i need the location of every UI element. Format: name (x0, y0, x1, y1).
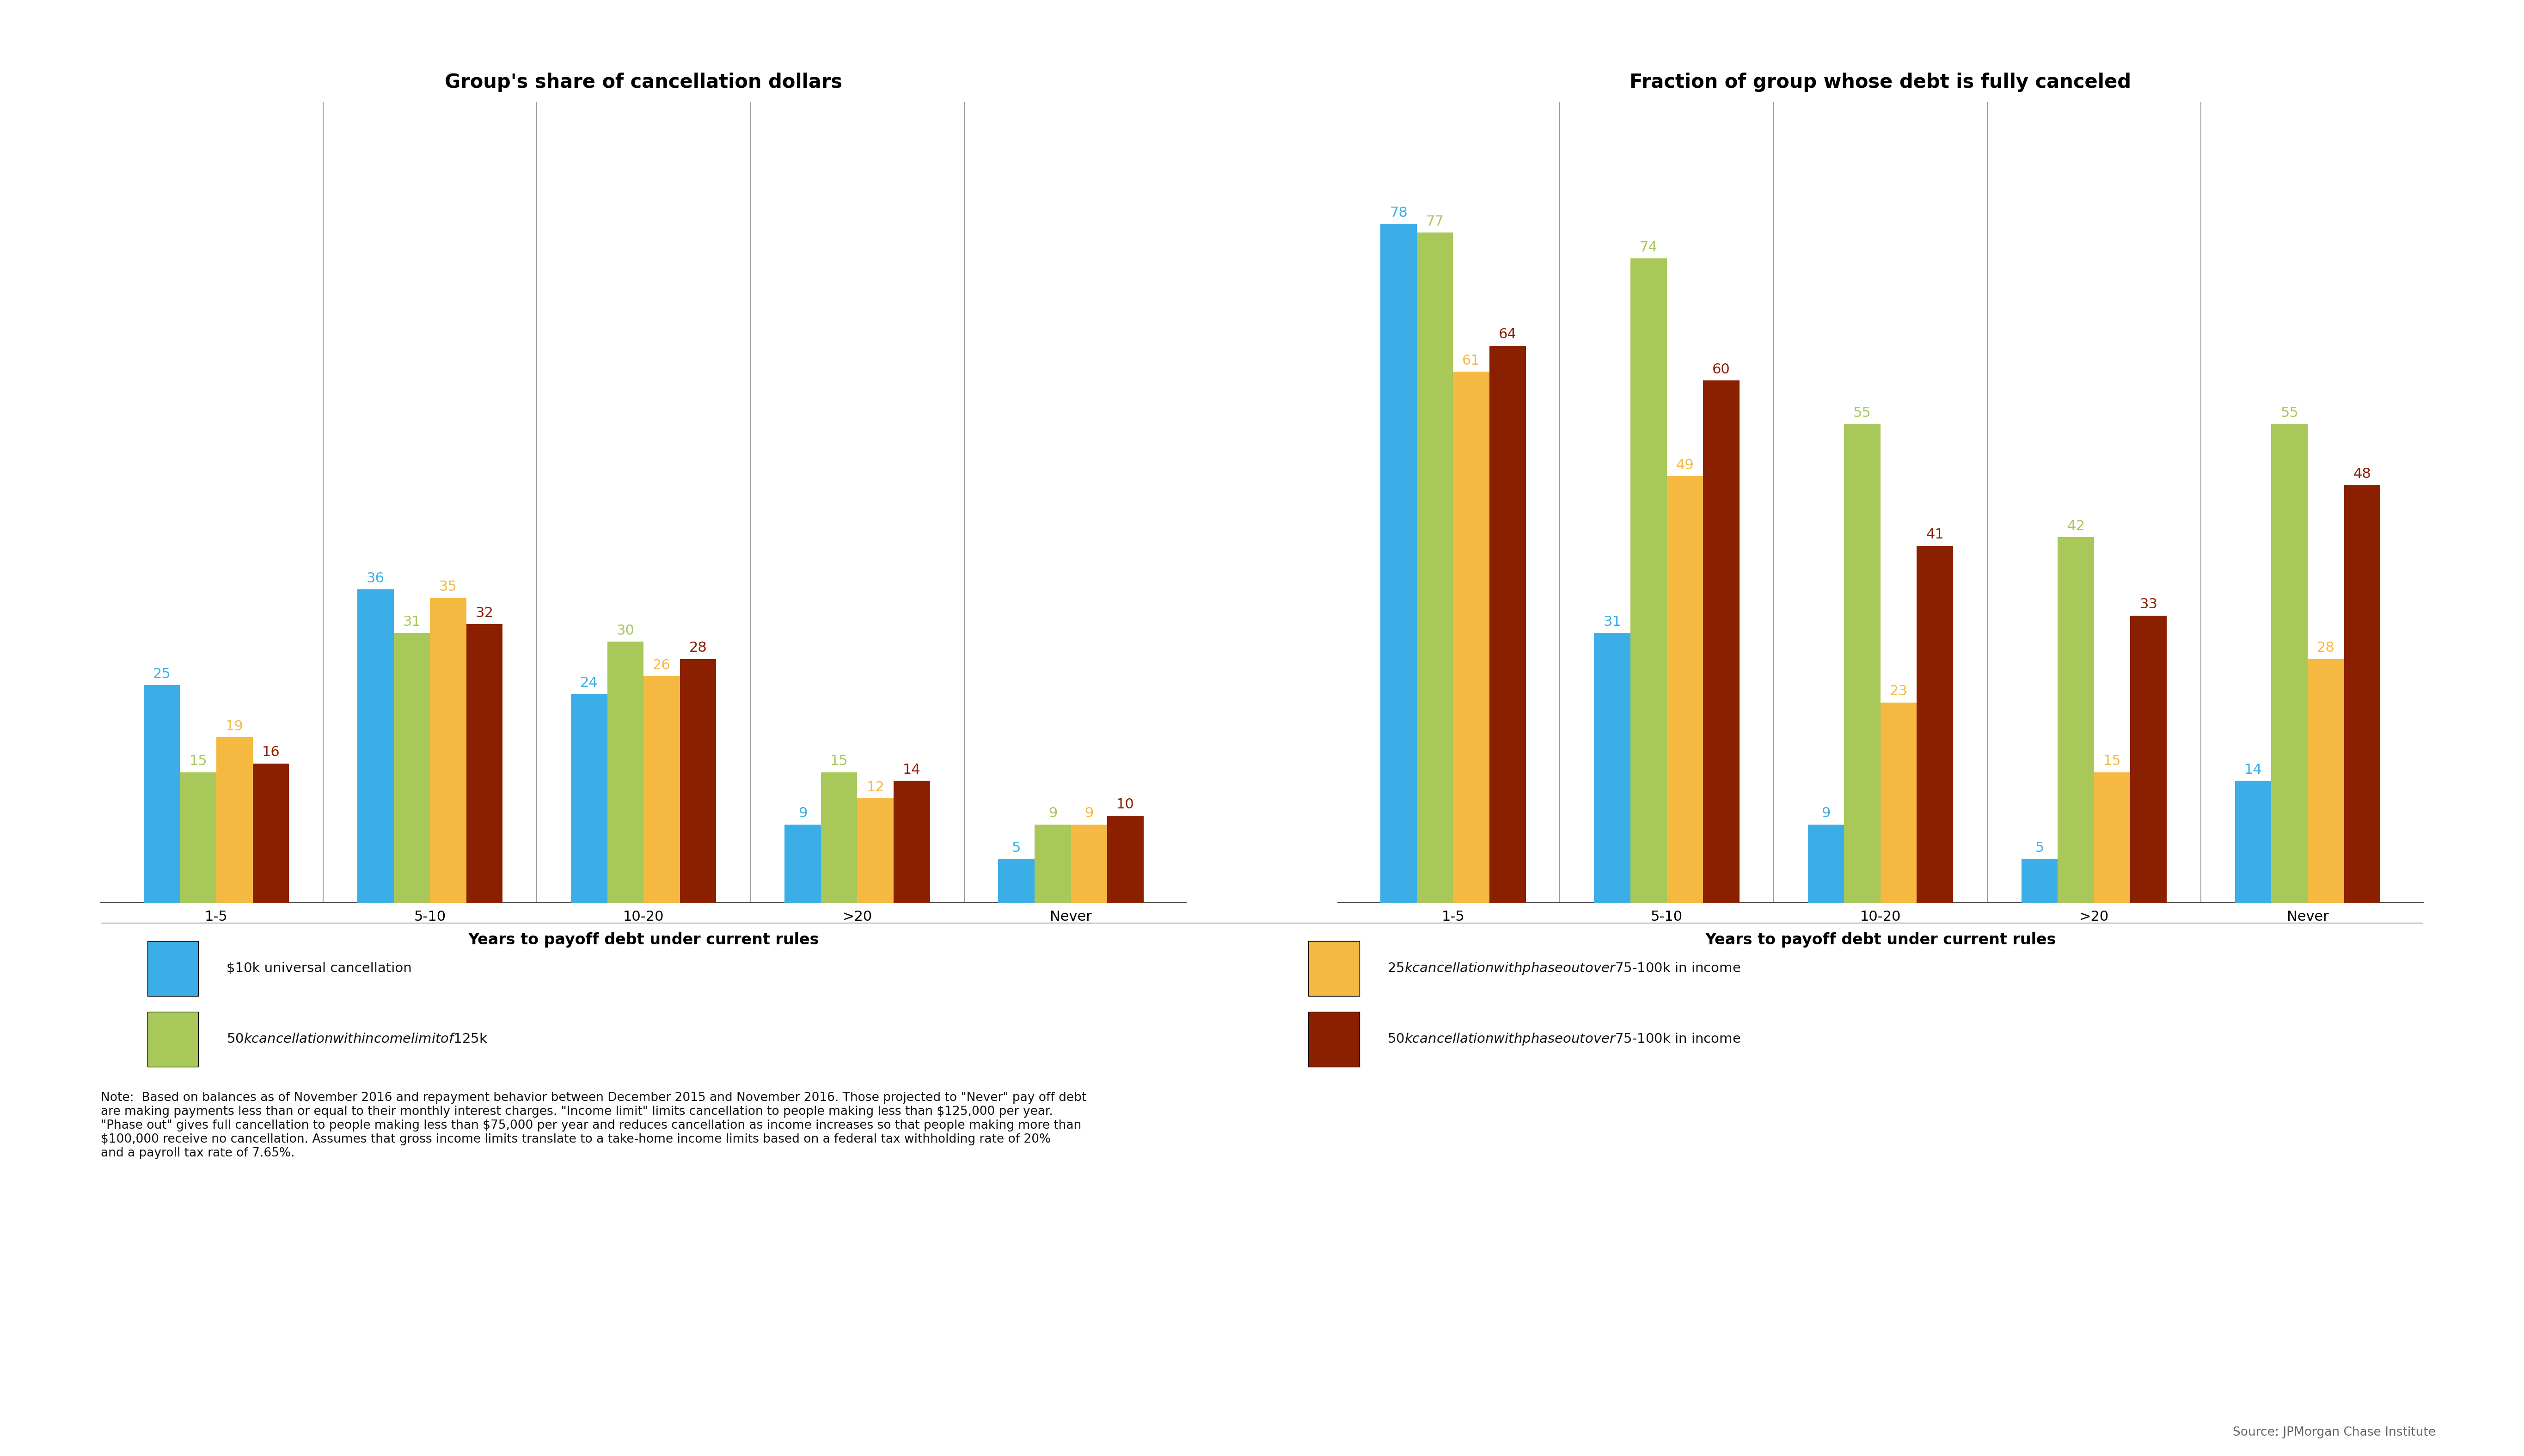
Text: $25k cancellation with phase out over $75-100k in income: $25k cancellation with phase out over $7… (1388, 961, 1742, 976)
Text: 9: 9 (1822, 807, 1830, 820)
FancyBboxPatch shape (146, 941, 199, 996)
Text: 9: 9 (1085, 807, 1093, 820)
Text: 33: 33 (2140, 598, 2158, 612)
Text: 31: 31 (404, 614, 422, 629)
Bar (1070, 824, 1108, 903)
Text: 64: 64 (1499, 328, 1517, 341)
Text: 48: 48 (2352, 467, 2370, 480)
Bar (2345, 485, 2380, 903)
Bar (820, 772, 858, 903)
Bar (467, 625, 502, 903)
Text: 28: 28 (689, 641, 707, 655)
Text: 28: 28 (2317, 641, 2335, 655)
Bar (1416, 233, 1454, 903)
Text: 14: 14 (904, 763, 921, 776)
Text: 5: 5 (1012, 842, 1020, 855)
Text: 31: 31 (1603, 614, 1620, 629)
Bar (2236, 780, 2272, 903)
Text: 24: 24 (581, 676, 598, 690)
Bar (1108, 815, 1143, 903)
Bar (179, 772, 217, 903)
Bar (2272, 424, 2307, 903)
Text: $50k cancellation with phase out over $75-100k in income: $50k cancellation with phase out over $7… (1388, 1032, 1742, 1047)
Text: 60: 60 (1711, 363, 1729, 376)
Bar (394, 633, 429, 903)
Text: 10: 10 (1116, 798, 1133, 811)
Bar (1807, 824, 1845, 903)
Text: 5: 5 (2034, 842, 2044, 855)
Bar (644, 677, 679, 903)
Bar (1454, 371, 1489, 903)
Text: 15: 15 (2102, 754, 2120, 767)
Bar (252, 763, 288, 903)
Text: Note:  Based on balances as of November 2016 and repayment behavior between Dece: Note: Based on balances as of November 2… (101, 1092, 1088, 1159)
Bar (358, 590, 394, 903)
Bar (2022, 859, 2057, 903)
X-axis label: Years to payoff debt under current rules: Years to payoff debt under current rules (467, 932, 820, 948)
Text: 77: 77 (1426, 214, 1444, 229)
Bar (429, 598, 467, 903)
Text: 78: 78 (1391, 207, 1408, 220)
Text: $10k universal cancellation: $10k universal cancellation (227, 962, 411, 976)
Text: 9: 9 (798, 807, 808, 820)
Text: 19: 19 (225, 719, 242, 732)
X-axis label: Years to payoff debt under current rules: Years to payoff debt under current rules (1704, 932, 2057, 948)
Text: 55: 55 (1853, 406, 1870, 419)
Text: 26: 26 (654, 658, 671, 673)
Bar (1489, 345, 1524, 903)
Text: 12: 12 (866, 780, 883, 794)
Title: Group's share of cancellation dollars: Group's share of cancellation dollars (444, 73, 843, 92)
Bar (217, 737, 252, 903)
Bar (679, 660, 717, 903)
Text: 23: 23 (1890, 684, 1908, 699)
Bar (893, 780, 929, 903)
Text: 49: 49 (1676, 459, 1694, 472)
Text: 74: 74 (1641, 240, 1658, 255)
Text: 16: 16 (262, 745, 280, 759)
Bar (2130, 616, 2166, 903)
Text: 15: 15 (189, 754, 207, 767)
Text: Source: JPMorgan Chase Institute: Source: JPMorgan Chase Institute (2234, 1427, 2436, 1439)
Text: 25: 25 (154, 667, 172, 681)
Bar (1381, 224, 1416, 903)
Text: 36: 36 (366, 572, 384, 585)
Text: 42: 42 (2067, 520, 2085, 533)
Text: 32: 32 (475, 607, 492, 620)
Text: 35: 35 (439, 581, 457, 594)
Bar (1035, 824, 1070, 903)
Bar (858, 798, 893, 903)
Text: 9: 9 (1047, 807, 1058, 820)
Bar (1845, 424, 1880, 903)
FancyBboxPatch shape (1307, 941, 1360, 996)
Bar (785, 824, 820, 903)
Text: 15: 15 (830, 754, 848, 767)
Title: Fraction of group whose debt is fully canceled: Fraction of group whose debt is fully ca… (1631, 73, 2130, 92)
Bar (144, 686, 179, 903)
Bar (1704, 380, 1739, 903)
Bar (1916, 546, 1954, 903)
Text: 30: 30 (616, 623, 634, 638)
FancyBboxPatch shape (146, 1012, 199, 1067)
Bar (1595, 633, 1631, 903)
Text: 41: 41 (1926, 529, 1943, 542)
Bar (1000, 859, 1035, 903)
Text: 14: 14 (2244, 763, 2262, 776)
Bar (570, 695, 608, 903)
Text: 61: 61 (1461, 354, 1479, 367)
Bar (1666, 476, 1704, 903)
FancyBboxPatch shape (1307, 1012, 1360, 1067)
Bar (2095, 772, 2130, 903)
Text: 55: 55 (2282, 406, 2299, 419)
Bar (1880, 703, 1916, 903)
Bar (2057, 537, 2095, 903)
Bar (1631, 259, 1666, 903)
Text: $50k cancellation with income limit of $125k: $50k cancellation with income limit of $… (227, 1032, 487, 1045)
Bar (2307, 660, 2345, 903)
Bar (608, 642, 644, 903)
